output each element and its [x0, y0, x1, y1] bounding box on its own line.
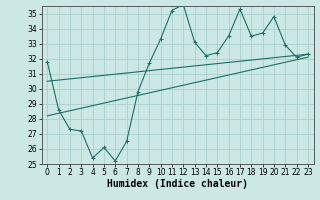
X-axis label: Humidex (Indice chaleur): Humidex (Indice chaleur) [107, 179, 248, 189]
